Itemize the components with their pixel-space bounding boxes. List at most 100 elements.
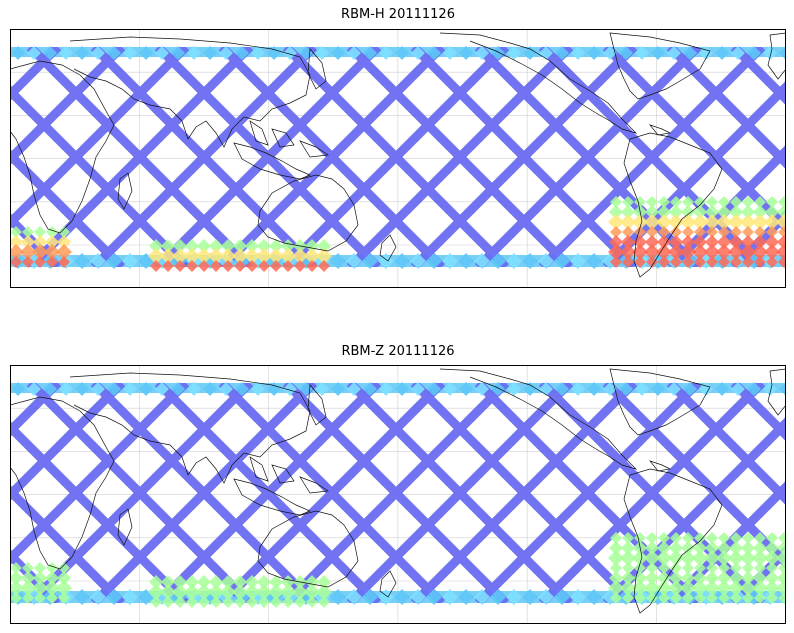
coastline — [439, 32, 638, 134]
hot-region-1 — [10, 532, 786, 608]
hot-tile — [753, 571, 767, 585]
hot-tile — [753, 235, 767, 249]
hot-tile — [232, 584, 248, 600]
north-tile — [235, 382, 249, 396]
north-tile — [187, 46, 201, 60]
south-tile — [330, 589, 346, 605]
north-tile — [411, 46, 425, 60]
hot-tile — [234, 596, 246, 608]
hot-tile — [704, 580, 720, 596]
hot-tile — [233, 239, 247, 253]
south-tile — [426, 589, 442, 605]
swath-ascending — [10, 383, 126, 502]
north-tile — [59, 46, 73, 60]
hot-tile — [46, 592, 58, 604]
hot-tile — [622, 562, 634, 574]
north-tile — [43, 46, 57, 60]
hot-tile — [10, 580, 24, 596]
north-tile — [251, 382, 265, 396]
hot-tile — [644, 244, 660, 260]
hot-tile — [669, 235, 683, 249]
hot-tile — [681, 235, 695, 249]
coastline — [307, 48, 327, 90]
hot-tile — [270, 260, 282, 272]
north-tile — [443, 382, 457, 396]
hot-tile — [752, 580, 768, 596]
hot-tile — [34, 592, 46, 604]
hot-tile — [610, 256, 622, 268]
north-tile — [11, 382, 25, 396]
hot-tile — [669, 571, 683, 585]
hot-tile — [56, 244, 72, 260]
south-tile — [570, 589, 586, 605]
north-tile — [651, 382, 665, 396]
hot-tile — [22, 592, 34, 604]
hot-tile — [657, 571, 671, 585]
hot-tile — [10, 235, 23, 249]
hot-tile — [742, 562, 754, 574]
hot-tile — [754, 562, 766, 574]
hot-tile — [644, 580, 660, 596]
hot-tile — [20, 580, 36, 596]
coastline — [609, 32, 711, 100]
hot-tile — [668, 550, 684, 566]
hot-tile — [670, 196, 682, 208]
hot-tile — [609, 205, 623, 219]
hot-tile — [705, 541, 719, 555]
hot-tile — [184, 584, 200, 600]
satellite-swaths-0 — [10, 47, 786, 267]
hot-tile — [244, 248, 260, 264]
hot-tile — [150, 596, 162, 608]
hot-tile — [197, 239, 211, 253]
swath-ascending — [90, 47, 318, 267]
hot-tile — [198, 596, 210, 608]
hot-tile — [670, 256, 682, 268]
hot-tile — [198, 260, 210, 272]
hot-tile — [149, 575, 163, 589]
hot-tile — [282, 596, 294, 608]
south-tile — [522, 253, 538, 269]
hot-tile — [305, 575, 319, 589]
hot-tile — [32, 244, 48, 260]
south-tile — [74, 253, 90, 269]
north-tile — [747, 46, 761, 60]
hot-tile — [621, 205, 635, 219]
swath-descending — [730, 47, 786, 106]
north-tile — [219, 382, 233, 396]
north-tile — [571, 46, 585, 60]
hot-tile — [645, 541, 659, 555]
north-tile — [171, 46, 185, 60]
hot-tile — [257, 239, 271, 253]
hot-tile — [716, 550, 732, 566]
hot-tile — [668, 580, 684, 596]
hot-tile — [776, 214, 786, 230]
north-tile — [395, 382, 409, 396]
hot-tile — [256, 248, 272, 264]
north-tile — [731, 46, 745, 60]
coastline — [257, 510, 359, 588]
north-tile — [347, 382, 361, 396]
hot-tile — [656, 214, 672, 230]
hot-tile — [172, 248, 188, 264]
coastline — [648, 460, 672, 472]
north-tile — [59, 382, 73, 396]
hot-tile — [160, 584, 176, 600]
coastline — [623, 468, 723, 614]
hot-tile — [316, 584, 332, 600]
hot-tile — [609, 541, 623, 555]
south-tile — [522, 589, 538, 605]
hot-tile — [258, 596, 270, 608]
hot-tile — [610, 532, 622, 544]
hot-tile — [658, 226, 670, 238]
hot-tile — [620, 580, 636, 596]
hot-tile — [245, 575, 259, 589]
swath-ascending — [346, 47, 574, 267]
hot-tile — [754, 256, 766, 268]
north-tile — [555, 382, 569, 396]
hot-tile — [668, 244, 684, 260]
north-tile — [427, 382, 441, 396]
hot-tile — [173, 239, 187, 253]
south-tile — [490, 253, 506, 269]
north-tile — [155, 382, 169, 396]
hot-tile — [57, 235, 71, 249]
